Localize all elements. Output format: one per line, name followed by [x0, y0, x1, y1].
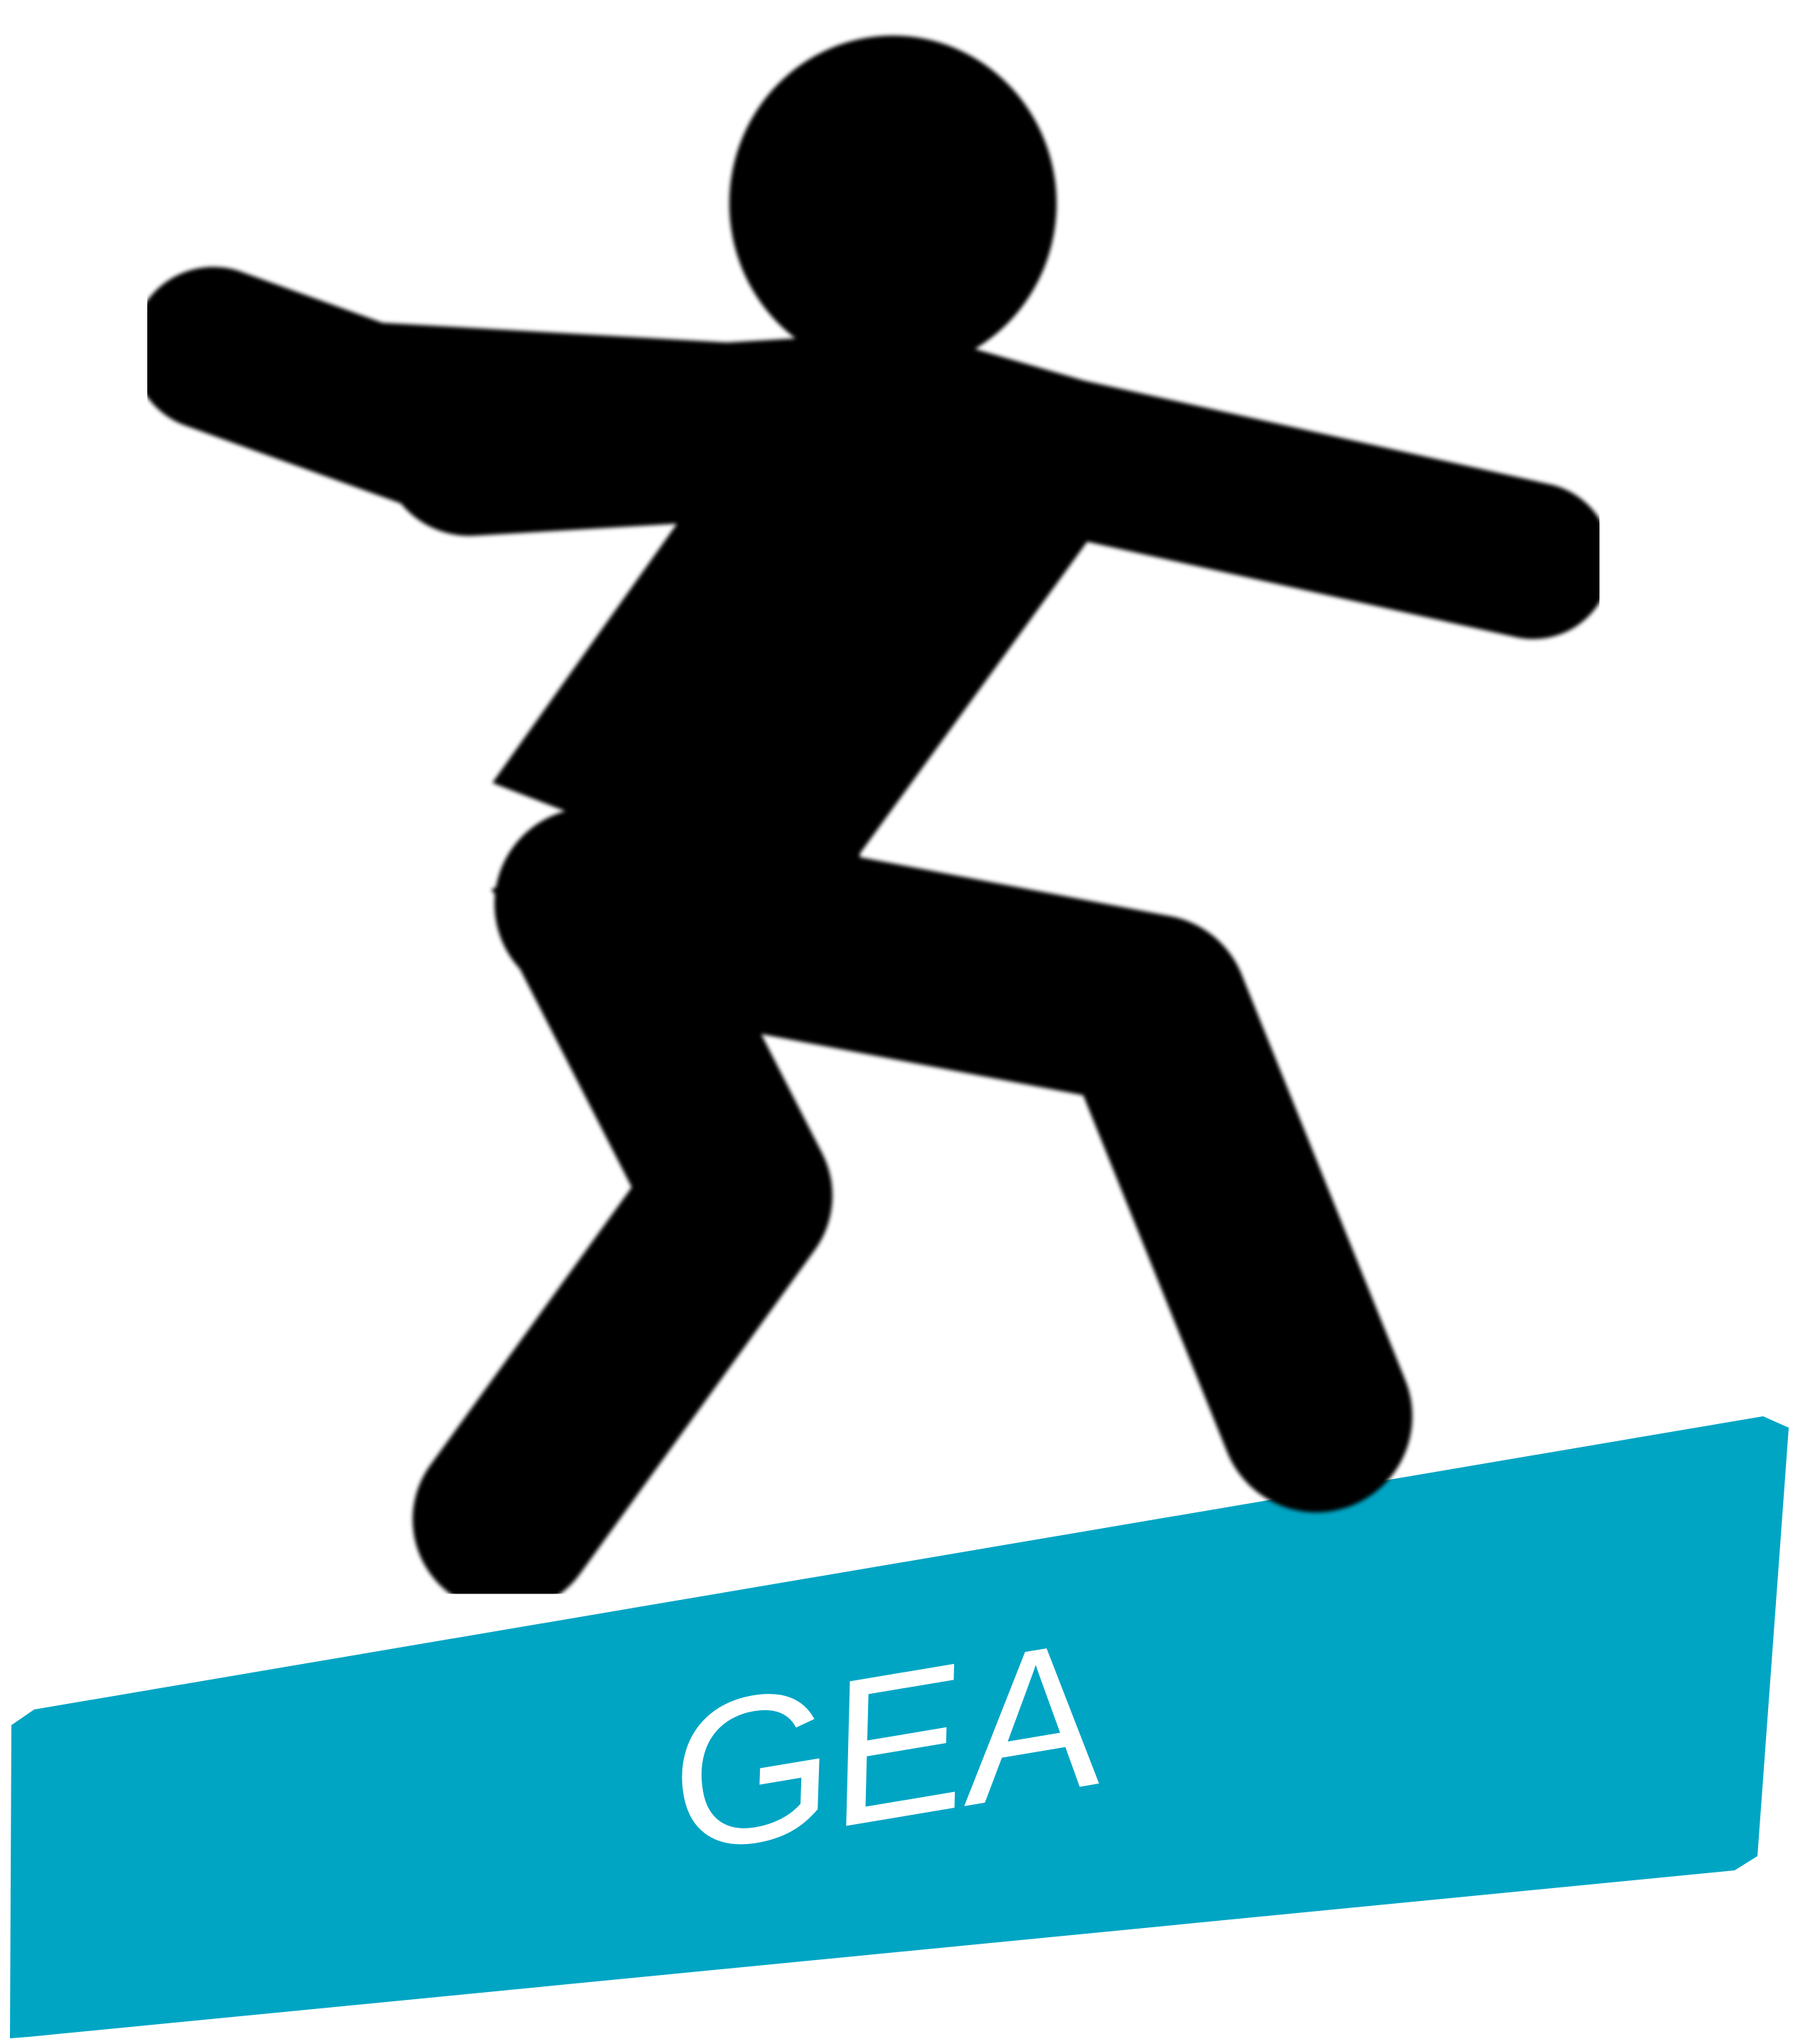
snowboarder-figure-icon [132, 36, 1612, 1612]
board-banner [10, 1416, 1789, 2038]
